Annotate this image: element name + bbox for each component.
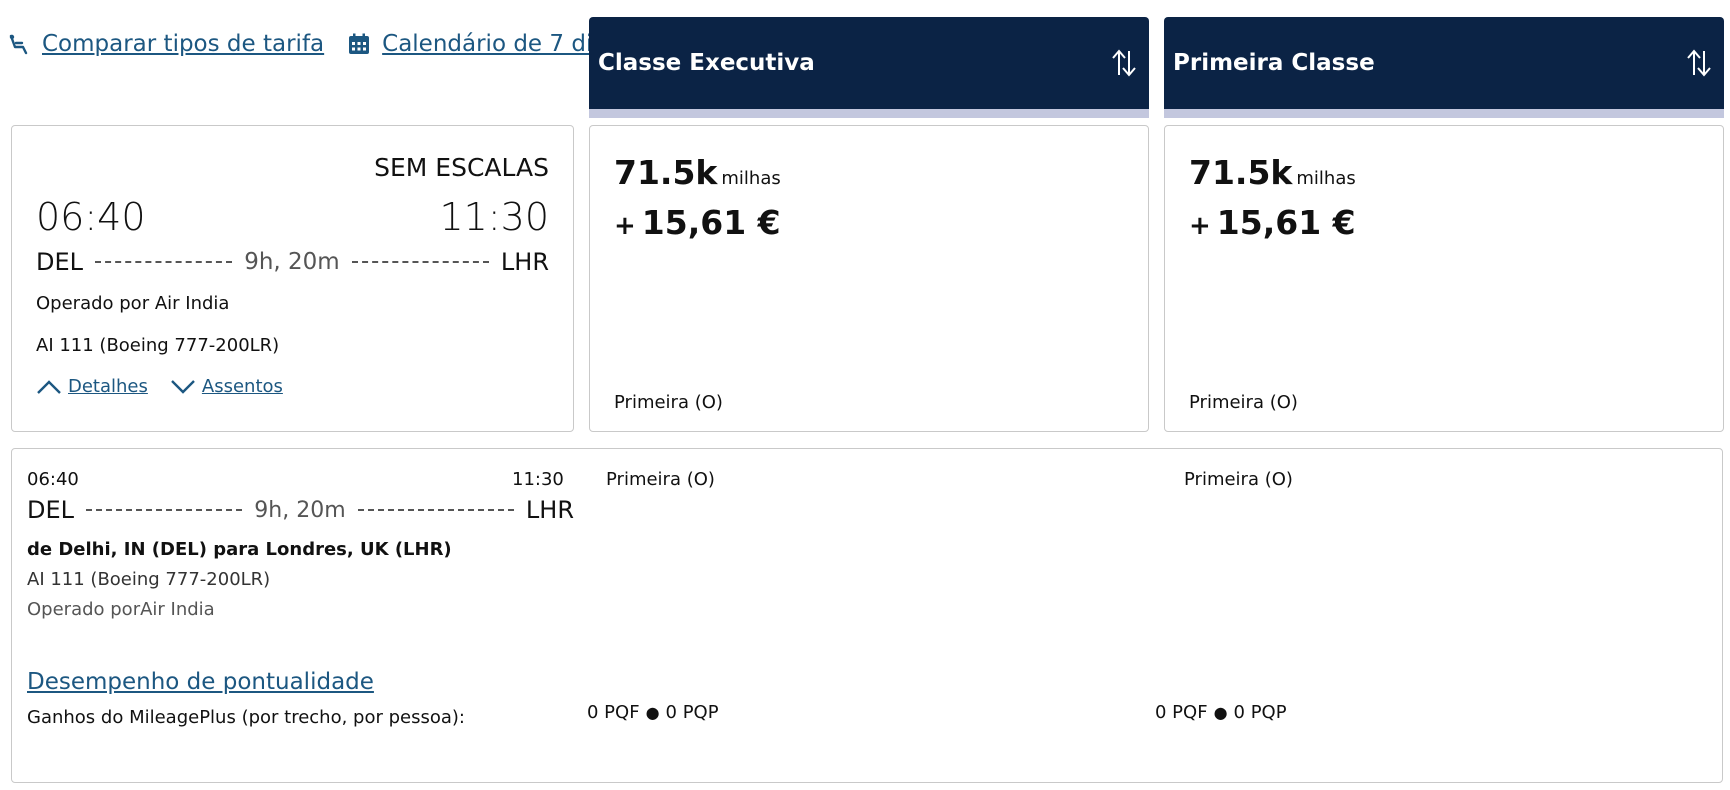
compare-fares-label: Comparar tipos de tarifa — [42, 31, 325, 57]
bullet-separator: ● — [645, 703, 660, 722]
pqf-value: 0 PQF — [1155, 702, 1208, 723]
plus-sign: + — [1189, 211, 1211, 241]
details-cabin-first: Primeira (O) — [1184, 469, 1293, 490]
arrival-time: 11:30 — [439, 195, 549, 239]
details-label: Detalhes — [68, 376, 148, 397]
cash-value: 15,61 € — [641, 203, 781, 242]
compare-fares-link[interactable]: Comparar tipos de tarifa — [8, 31, 324, 57]
flight-details-card: 06:40 11:30 DEL 9h, 20m LHR Primeira (O)… — [11, 448, 1723, 783]
pqp-value: 0 PQP — [1233, 702, 1287, 723]
route-dash — [86, 509, 243, 511]
details-from-to: de Delhi, IN (DEL) para Londres, UK (LHR… — [27, 539, 452, 560]
details-departure-time: 06:40 — [27, 469, 79, 490]
fare-card-first[interactable]: 71.5k milhas +15,61 € Primeira (O) — [1164, 125, 1724, 432]
calendar-label: Calendário de 7 dias — [382, 31, 619, 57]
sort-arrows-icon[interactable] — [1686, 48, 1712, 78]
origin-code: DEL — [36, 248, 84, 276]
fare-miles: 71.5k milhas — [614, 153, 781, 192]
calendar-icon — [349, 33, 370, 54]
details-duration: 9h, 20m — [254, 497, 346, 523]
stops-label: SEM ESCALAS — [374, 153, 549, 182]
column-header-business[interactable]: Classe Executiva — [589, 17, 1149, 118]
seats-label: Assentos — [201, 376, 283, 397]
earnings-first: 0 PQF ● 0 PQP — [1155, 702, 1287, 723]
fare-miles: 71.5k milhas — [1189, 153, 1356, 192]
on-time-performance-link[interactable]: Desempenho de pontualidade — [27, 669, 374, 695]
miles-unit: milhas — [1296, 168, 1356, 189]
route-dash — [351, 261, 489, 263]
earnings-business: 0 PQF ● 0 PQP — [587, 702, 719, 723]
chevron-up-icon — [37, 379, 61, 394]
duration: 9h, 20m — [244, 249, 340, 275]
details-destination-code: LHR — [525, 496, 574, 524]
fare-cabin: Primeira (O) — [614, 392, 723, 413]
sort-arrows-icon[interactable] — [1111, 48, 1137, 78]
column-title: Classe Executiva — [598, 50, 815, 76]
column-header-first[interactable]: Primeira Classe — [1164, 17, 1724, 118]
bullet-separator: ● — [1213, 703, 1228, 722]
pqf-value: 0 PQF — [587, 702, 640, 723]
details-route-line: DEL 9h, 20m LHR — [27, 493, 574, 527]
destination-code: LHR — [500, 248, 549, 276]
earnings-label: Ganhos do MileagePlus (por trecho, por p… — [27, 707, 465, 728]
details-flight-number: AI 111 (Boeing 777-200LR) — [27, 569, 271, 590]
column-title: Primeira Classe — [1173, 50, 1375, 76]
details-origin-code: DEL — [27, 496, 75, 524]
details-toggle[interactable]: Detalhes — [36, 376, 148, 397]
top-links: Comparar tipos de tarifa Calendário de 7… — [8, 26, 642, 62]
calendar-link[interactable]: Calendário de 7 dias — [348, 31, 618, 57]
fare-card-business[interactable]: 71.5k milhas +15,61 € Primeira (O) — [589, 125, 1149, 432]
fare-cabin: Primeira (O) — [1189, 392, 1298, 413]
plus-sign: + — [614, 211, 636, 241]
details-operated-by: Operado porAir India — [27, 599, 215, 620]
departure-time: 06:40 — [36, 195, 146, 239]
operated-by: Operado por Air India — [36, 293, 230, 314]
details-arrival-time: 11:30 — [512, 469, 564, 490]
cash-value: 15,61 € — [1216, 203, 1356, 242]
flight-summary-card: SEM ESCALAS 06:40 11:30 DEL 9h, 20m LHR … — [11, 125, 574, 432]
toggle-links: Detalhes Assentos — [36, 376, 305, 397]
seats-toggle[interactable]: Assentos — [170, 376, 283, 397]
details-cabin-business: Primeira (O) — [606, 469, 715, 490]
pqp-value: 0 PQP — [665, 702, 719, 723]
route-dash — [95, 261, 233, 263]
miles-value: 71.5k — [614, 153, 718, 192]
route-line: DEL 9h, 20m LHR — [36, 244, 549, 280]
miles-unit: milhas — [721, 168, 781, 189]
fare-cash: +15,61 € — [614, 203, 781, 242]
seat-icon — [9, 34, 28, 55]
fare-cash: +15,61 € — [1189, 203, 1356, 242]
flight-number: AI 111 (Boeing 777-200LR) — [36, 335, 280, 356]
chevron-down-icon — [171, 379, 195, 394]
miles-value: 71.5k — [1189, 153, 1293, 192]
route-dash — [357, 509, 514, 511]
